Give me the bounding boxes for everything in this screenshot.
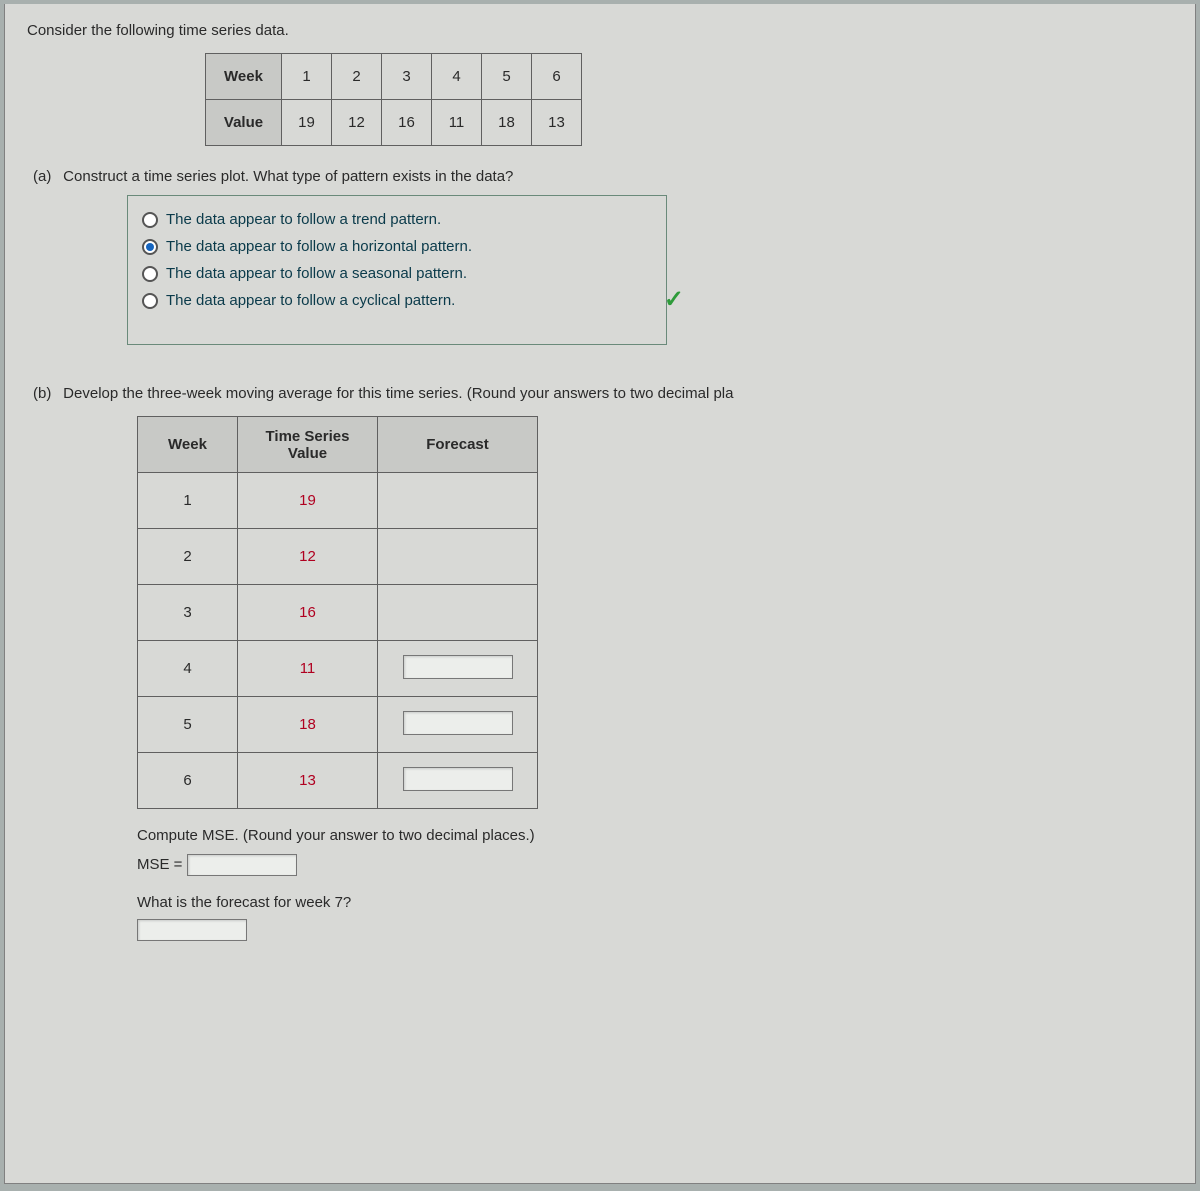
week-header: Week (206, 54, 282, 100)
table-row: 4 11 (138, 641, 538, 697)
col-week: Week (138, 417, 238, 473)
intro-text: Consider the following time series data. (5, 22, 1195, 53)
radio-option[interactable]: The data appear to follow a seasonal pat… (142, 260, 652, 287)
value-cell: 13 (532, 100, 582, 146)
value-cell: 13 (238, 753, 378, 809)
part-a-prompt: Construct a time series plot. What type … (63, 168, 513, 185)
forecast-cell (378, 641, 538, 697)
table-row: 5 18 (138, 697, 538, 753)
week-cell: 5 (138, 697, 238, 753)
time-series-data-table: Week 1 2 3 4 5 6 Value 19 12 16 11 18 13 (205, 53, 582, 146)
checkmark-icon: ✓ (664, 285, 684, 314)
value-cell: 18 (482, 100, 532, 146)
forecast-cell (378, 473, 538, 529)
forecast-input[interactable] (403, 711, 513, 735)
mse-input[interactable] (187, 854, 297, 876)
radio-icon (142, 293, 158, 309)
value-cell: 19 (282, 100, 332, 146)
week-cell: 3 (138, 585, 238, 641)
week7-input-row (137, 919, 1195, 941)
question-page: Consider the following time series data.… (4, 4, 1196, 1184)
mse-prompt: Compute MSE. (Round your answer to two d… (137, 827, 1195, 844)
value-cell: 16 (382, 100, 432, 146)
value-cell: 12 (238, 529, 378, 585)
radio-icon (142, 239, 158, 255)
option-label: The data appear to follow a horizontal p… (166, 238, 472, 255)
option-label: The data appear to follow a trend patter… (166, 211, 441, 228)
table-header-row: Week Time SeriesValue Forecast (138, 417, 538, 473)
radio-option[interactable]: The data appear to follow a trend patter… (142, 206, 652, 233)
value-cell: 18 (238, 697, 378, 753)
week-cell: 1 (138, 473, 238, 529)
mse-label: MSE = (137, 856, 182, 873)
forecast-input[interactable] (403, 767, 513, 791)
forecast-input[interactable] (403, 655, 513, 679)
option-label: The data appear to follow a cyclical pat… (166, 292, 455, 309)
week-cell: 6 (138, 753, 238, 809)
table-row: 2 12 (138, 529, 538, 585)
week-cell: 4 (138, 641, 238, 697)
radio-icon (142, 212, 158, 228)
forecast-cell (378, 585, 538, 641)
option-label: The data appear to follow a seasonal pat… (166, 265, 467, 282)
table-row: Value 19 12 16 11 18 13 (206, 100, 582, 146)
col-value: Time SeriesValue (238, 417, 378, 473)
part-b-prompt: Develop the three-week moving average fo… (63, 385, 733, 402)
part-b-label: (b) (19, 385, 59, 402)
forecast-cell (378, 697, 538, 753)
value-cell: 19 (238, 473, 378, 529)
week-cell: 4 (432, 54, 482, 100)
radio-icon (142, 266, 158, 282)
week-cell: 3 (382, 54, 432, 100)
table-row: Week 1 2 3 4 5 6 (206, 54, 582, 100)
week-cell: 2 (332, 54, 382, 100)
radio-option[interactable]: The data appear to follow a horizontal p… (142, 233, 652, 260)
week7-input[interactable] (137, 919, 247, 941)
forecast-table: Week Time SeriesValue Forecast 1 19 2 12… (137, 416, 538, 809)
week-cell: 6 (532, 54, 582, 100)
week-cell: 2 (138, 529, 238, 585)
table-row: 1 19 (138, 473, 538, 529)
part-b: (b) Develop the three-week moving averag… (5, 381, 1195, 402)
mse-line: MSE = (137, 854, 1195, 876)
value-cell: 11 (432, 100, 482, 146)
value-cell: 12 (332, 100, 382, 146)
value-header: Value (206, 100, 282, 146)
forecast-cell (378, 529, 538, 585)
table-row: 6 13 (138, 753, 538, 809)
part-a: (a) Construct a time series plot. What t… (5, 164, 1195, 185)
week-cell: 1 (282, 54, 332, 100)
col-forecast: Forecast (378, 417, 538, 473)
table-row: 3 16 (138, 585, 538, 641)
forecast-cell (378, 753, 538, 809)
value-cell: 11 (238, 641, 378, 697)
week-cell: 5 (482, 54, 532, 100)
part-a-label: (a) (19, 168, 59, 185)
value-cell: 16 (238, 585, 378, 641)
part-a-answer-box: The data appear to follow a trend patter… (127, 195, 667, 345)
week7-prompt: What is the forecast for week 7? (137, 894, 1195, 911)
radio-option[interactable]: The data appear to follow a cyclical pat… (142, 287, 652, 314)
